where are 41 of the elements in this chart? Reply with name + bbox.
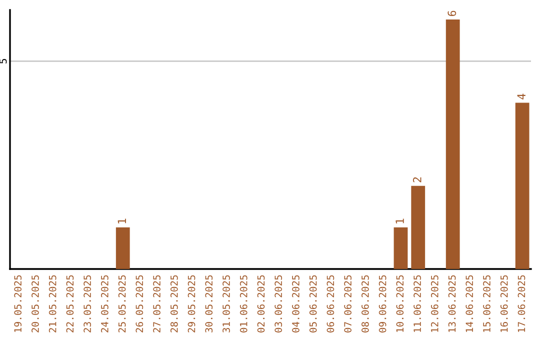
bar [515,102,530,269]
x-tick-label: 25.05.2025 [118,275,126,332]
x-tick-label: 19.05.2025 [14,275,22,332]
x-tick-label: 20.05.2025 [32,275,39,332]
data-label: 1 [118,218,126,224]
x-tick-label: 13.06.2025 [448,275,456,332]
x-tick-label: 30.05.2025 [205,275,213,332]
data-label: 1 [396,218,404,224]
y-tick-label: 5 [0,58,7,64]
x-tick-label: 05.06.2025 [309,275,317,332]
x-tick-label: 31.05.2025 [222,275,230,332]
x-tick-label: 16.06.2025 [500,275,508,332]
x-tick-label: 07.06.2025 [344,275,352,332]
x-tick-label: 23.05.2025 [84,275,91,332]
bar [116,227,130,269]
x-tick-label: 04.06.2025 [292,275,300,332]
x-tick-label: 24.05.2025 [101,275,108,332]
x-tick-label: 28.05.2025 [170,275,178,332]
data-label: 6 [448,10,456,16]
x-tick-label: 26.05.2025 [136,275,144,332]
x-tick-label: 15.06.2025 [483,275,490,332]
x-tick-label: 09.06.2025 [378,275,386,332]
x-tick-label: 27.05.2025 [153,275,160,332]
x-tick-label: 03.06.2025 [274,275,282,332]
x-tick-label: 17.06.2025 [518,275,526,332]
x-tick-label: 08.06.2025 [362,275,369,332]
x-tick-label: 14.06.2025 [466,275,474,332]
bar [446,20,460,269]
x-tick-label: 21.05.2025 [48,275,56,332]
data-label: 4 [517,94,526,100]
x-tick-label: 10.06.2025 [396,275,404,332]
x-tick-label: 12.06.2025 [430,275,438,332]
x-tick-label: 11.06.2025 [414,275,421,332]
data-label: 2 [412,177,422,182]
x-tick-label: 22.05.2025 [66,275,74,332]
x-tick-label: 29.05.2025 [188,275,196,332]
x-tick-label: 02.06.2025 [257,275,265,332]
x-tick-label: 01.06.2025 [240,275,248,332]
bar [394,227,408,269]
bar [411,186,426,269]
x-tick-label: 06.06.2025 [326,275,334,332]
